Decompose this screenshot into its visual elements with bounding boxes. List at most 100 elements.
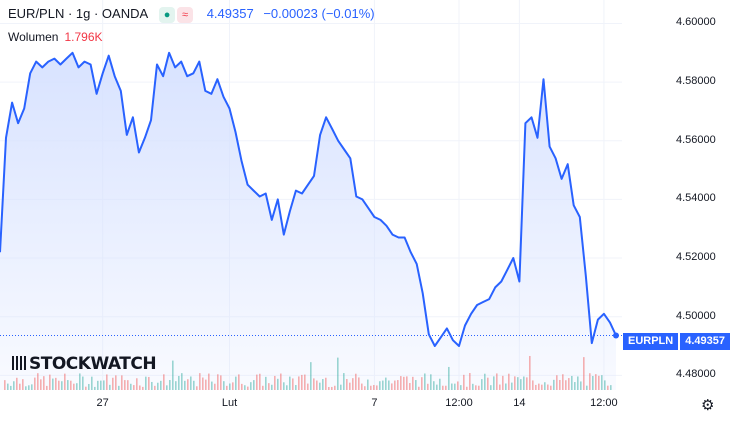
volume-bar	[25, 386, 27, 390]
volume-bar	[520, 379, 522, 390]
volume-bar	[403, 376, 405, 390]
volume-bar	[22, 379, 24, 390]
volume-bar	[358, 377, 360, 390]
stockwatch-logo: STOCKWATCH	[12, 354, 157, 374]
x-tick-label: 12:00	[445, 397, 473, 409]
volume-bar	[289, 376, 291, 390]
volume-bar	[502, 375, 504, 390]
volume-bar	[226, 385, 228, 390]
volume-bar	[427, 383, 429, 390]
volume-bar	[106, 374, 108, 390]
volume-bar	[346, 379, 348, 390]
volume-bar	[376, 385, 378, 390]
volume-bar	[397, 380, 399, 390]
price-tag: EURPLN 4.49357	[623, 333, 730, 350]
volume-bar	[7, 383, 9, 390]
volume-bar	[433, 381, 435, 390]
last-price: 4.49357	[206, 6, 254, 21]
price-line[interactable]	[0, 51, 617, 347]
volume-bar	[166, 385, 168, 390]
volume-bar	[241, 383, 243, 390]
status-pill: ● ≈	[159, 6, 194, 24]
volume-bar	[415, 380, 417, 390]
volume-bar	[394, 380, 396, 390]
volume-bar	[109, 384, 111, 390]
volume-bar	[31, 384, 33, 390]
volume-bar	[523, 376, 525, 390]
volume-bar	[163, 374, 165, 390]
volume-bar	[184, 380, 186, 390]
volume-bar	[232, 382, 234, 390]
volume-bar	[595, 374, 597, 390]
volume-bar	[52, 378, 54, 390]
volume-bar	[262, 385, 264, 390]
volume-bar	[28, 385, 30, 390]
volume-bar	[67, 380, 69, 390]
volume-bar	[388, 380, 390, 390]
volume-bar	[430, 374, 432, 390]
volume-bar	[373, 384, 375, 390]
volume-bar	[574, 382, 576, 390]
volume-bar	[205, 379, 207, 390]
x-tick-label: 14	[513, 397, 526, 409]
volume-bar	[73, 383, 75, 390]
volume-bar	[145, 376, 147, 390]
gear-icon[interactable]: ⚙	[701, 397, 715, 414]
volume-bar	[391, 383, 393, 390]
volume-bar	[442, 385, 444, 390]
volume-bar	[181, 373, 183, 390]
volume-bar	[259, 373, 261, 390]
volume-bar	[130, 383, 132, 390]
volume-bar	[202, 377, 204, 390]
volume-bar	[169, 380, 171, 390]
volume-bar	[49, 374, 51, 390]
volume-bar	[439, 378, 441, 390]
logo-icon	[12, 356, 26, 370]
volume-bar	[514, 376, 516, 390]
y-tick-label: 4.48000	[676, 368, 716, 381]
volume-bar	[10, 385, 12, 390]
volume-bar	[541, 384, 543, 390]
volume-bar	[124, 380, 126, 390]
volume-bar	[127, 380, 129, 390]
volume-bar	[229, 383, 231, 390]
volume-bar	[535, 384, 537, 390]
symbol-label[interactable]: EUR/PLN · 1g · OANDA	[8, 6, 148, 21]
volume-bar	[418, 386, 420, 390]
volume-bar	[529, 355, 531, 390]
volume-bar	[601, 375, 603, 390]
volume-bar	[76, 383, 78, 390]
volume-bar	[553, 379, 555, 390]
price-change: −0.00023 (−0.01%)	[263, 6, 375, 21]
volume-bar	[55, 377, 57, 390]
volume-bar	[40, 379, 42, 390]
volume-bar	[172, 360, 174, 390]
volume-bar	[364, 386, 366, 390]
volume-bar	[187, 379, 189, 390]
volume-bar	[544, 382, 546, 390]
volume-bar	[58, 380, 60, 390]
volume-bar	[265, 376, 267, 390]
volume-bar	[511, 382, 513, 390]
x-tick-label: Lut	[221, 397, 238, 409]
volume-bar	[454, 383, 456, 390]
volume-bar	[349, 382, 351, 390]
volume-bar	[220, 375, 222, 390]
volume-bar	[298, 376, 300, 390]
volume-bar	[406, 376, 408, 390]
volume-bar	[484, 373, 486, 390]
volume-bar	[250, 382, 252, 390]
volume-bar	[160, 380, 162, 390]
volume-bar	[547, 384, 549, 390]
y-tick-label: 4.52000	[676, 251, 716, 264]
volume-bar	[352, 378, 354, 390]
volume-bar	[148, 376, 150, 390]
volume-bar	[409, 383, 411, 390]
volume-bar	[316, 380, 318, 390]
volume-bar	[493, 376, 495, 390]
price-tag-symbol: EURPLN	[623, 333, 679, 350]
volume-bar	[355, 373, 357, 390]
volume-bar	[490, 385, 492, 390]
y-tick-label: 4.50000	[676, 309, 716, 322]
